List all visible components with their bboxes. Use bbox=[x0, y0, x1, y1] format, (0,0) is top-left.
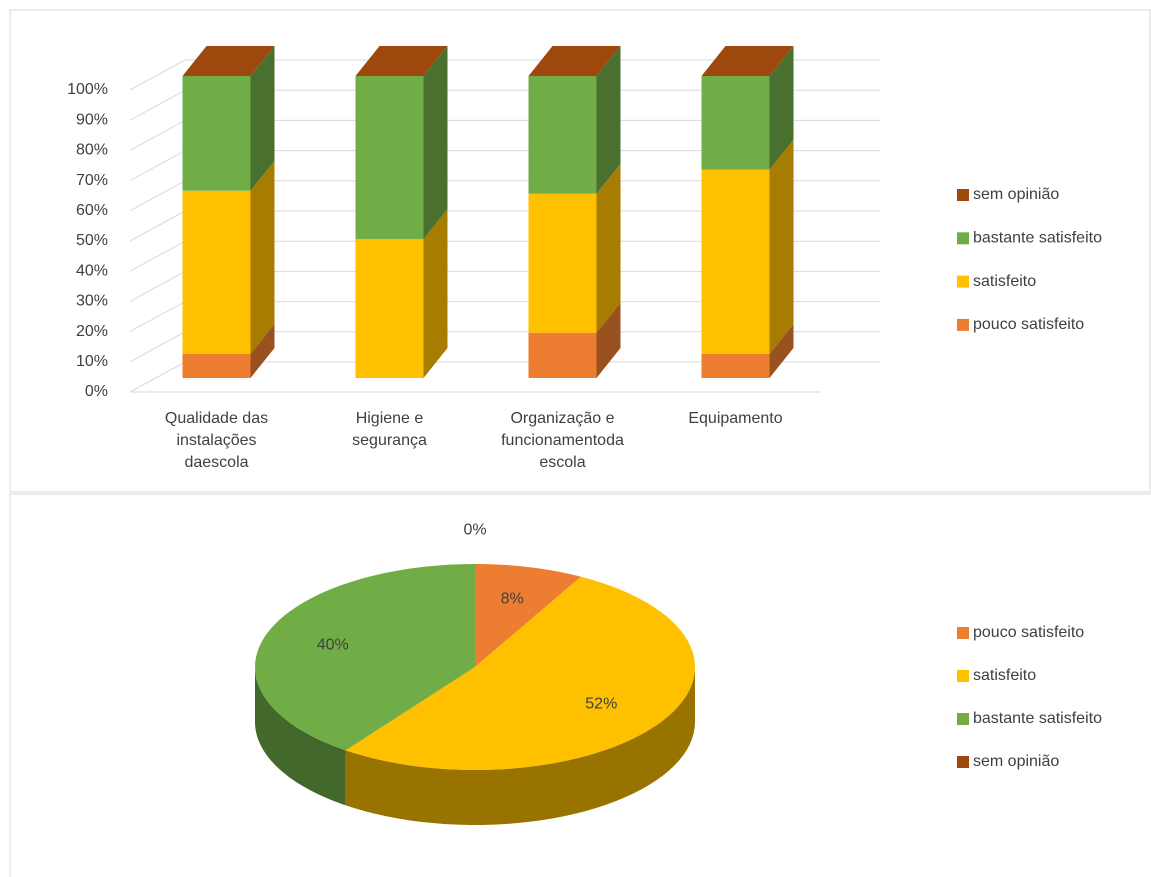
data-label: 8% bbox=[501, 590, 524, 607]
bar-segment bbox=[182, 353, 251, 378]
bar-side bbox=[769, 139, 794, 354]
legend-swatch bbox=[957, 756, 969, 768]
y-tick-label: 60% bbox=[76, 202, 108, 219]
bar-side bbox=[596, 46, 621, 194]
legend-label: pouco satisfeito bbox=[973, 316, 1084, 333]
y-tick-label: 30% bbox=[76, 293, 108, 310]
legend-swatch bbox=[957, 189, 969, 201]
pie-side bbox=[345, 667, 695, 825]
bar-segment bbox=[182, 190, 251, 354]
bar-segment bbox=[701, 353, 770, 378]
bar-side bbox=[250, 46, 275, 191]
y-tick-label: 10% bbox=[76, 353, 108, 370]
bar-side bbox=[596, 302, 621, 378]
y-tick-label: 50% bbox=[76, 232, 108, 249]
bar-segment bbox=[701, 76, 770, 170]
y-tick-label: 90% bbox=[76, 111, 108, 128]
pie-slice bbox=[345, 576, 695, 770]
bar-side bbox=[769, 46, 794, 170]
bar-segment bbox=[528, 332, 597, 378]
y-tick-label: 70% bbox=[76, 172, 108, 189]
y-tick-label: 100% bbox=[67, 81, 108, 98]
y-tick-label: 20% bbox=[76, 323, 108, 340]
legend-label: satisfeito bbox=[973, 667, 1036, 684]
x-tick-label: Higiene e segurança bbox=[352, 410, 427, 449]
legend-swatch bbox=[957, 318, 969, 331]
bar-side bbox=[423, 46, 448, 240]
bar-top bbox=[355, 46, 448, 76]
bar-segment bbox=[528, 76, 597, 194]
legend-label: bastante satisfeito bbox=[973, 710, 1102, 727]
legend-label: satisfeito bbox=[973, 273, 1036, 290]
data-label: 0% bbox=[463, 521, 486, 538]
y-tick-label: 0% bbox=[85, 383, 108, 400]
x-tick-label: Equipamento bbox=[688, 410, 783, 427]
bar-segment bbox=[355, 239, 424, 378]
data-label: 52% bbox=[585, 696, 617, 713]
legend-swatch bbox=[957, 627, 969, 639]
legend-swatch bbox=[957, 232, 969, 245]
bar-segment bbox=[701, 169, 770, 354]
bar-side bbox=[769, 323, 794, 378]
chart-frame bbox=[9, 493, 1151, 877]
legend-label: bastante satisfeito bbox=[973, 230, 1102, 247]
x-tick-label: Qualidade das instalações daescola bbox=[164, 410, 269, 471]
y-tick-label: 40% bbox=[76, 262, 108, 279]
legend-swatch bbox=[957, 670, 969, 682]
bar-segment bbox=[528, 193, 597, 333]
pie-slice bbox=[475, 564, 581, 667]
bar-top bbox=[182, 46, 275, 76]
y-tick-label: 80% bbox=[76, 142, 108, 159]
bar-top bbox=[528, 46, 621, 76]
legend-swatch bbox=[957, 275, 969, 288]
bar-segment bbox=[355, 76, 424, 240]
grid-line bbox=[129, 59, 880, 91]
legend-label: pouco satisfeito bbox=[973, 624, 1084, 641]
data-label: 40% bbox=[317, 637, 349, 654]
bar-segment bbox=[182, 76, 251, 191]
bar-side bbox=[250, 323, 275, 378]
x-tick-label: Organização e funcionamentoda escola bbox=[501, 410, 624, 471]
legend-swatch bbox=[957, 713, 969, 725]
legend-label: sem opinião bbox=[973, 753, 1059, 770]
chart-frame bbox=[9, 9, 1151, 493]
pie-slice bbox=[255, 564, 475, 751]
bar-top bbox=[701, 46, 794, 76]
legend-label: sem opinião bbox=[973, 186, 1059, 203]
bar-side bbox=[423, 209, 448, 378]
pie-side bbox=[255, 667, 346, 806]
bar-side bbox=[250, 160, 275, 354]
bar-side bbox=[596, 163, 621, 333]
